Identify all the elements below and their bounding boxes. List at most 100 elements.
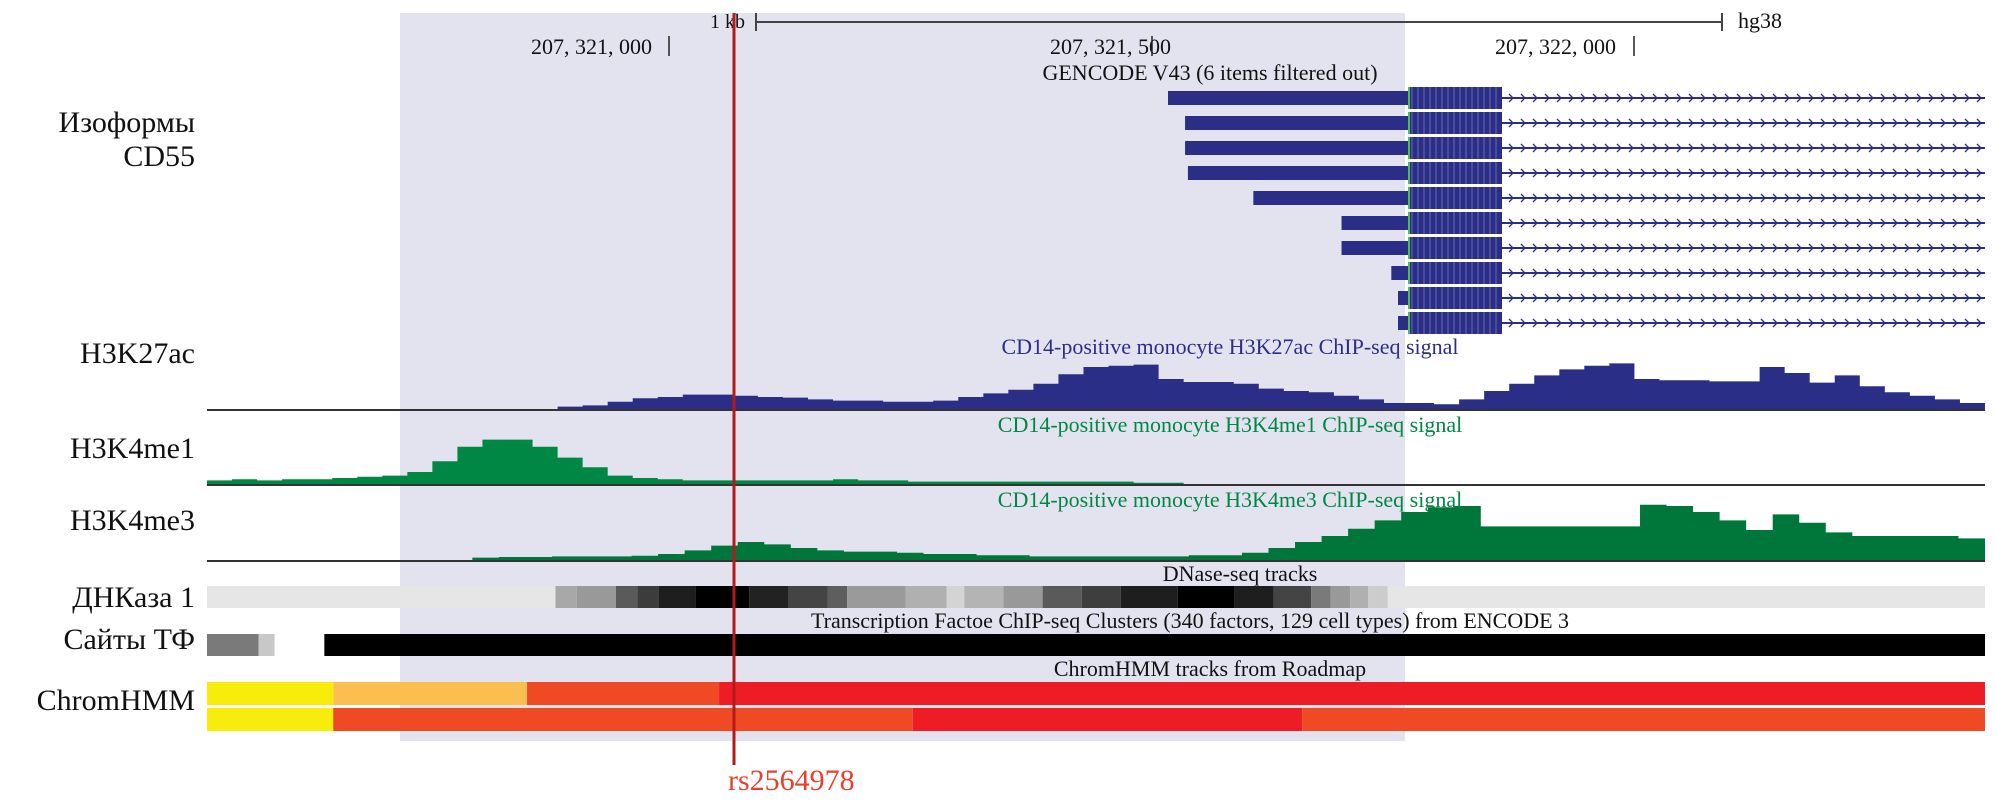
strand-arrow-icon <box>1676 193 1682 203</box>
strand-arrow-icon <box>1880 268 1886 278</box>
strand-arrow-icon <box>1676 293 1682 303</box>
strand-arrow-icon <box>1688 118 1694 128</box>
chromhmm-track-title[interactable]: ChromHMM tracks from Roadmap <box>1053 656 1367 681</box>
strand-arrow-icon <box>1868 93 1874 103</box>
strand-arrow-icon <box>1664 93 1670 103</box>
coding-exon-block <box>1408 137 1502 159</box>
coding-exon-block <box>1408 87 1502 109</box>
strand-arrow-icon <box>1520 243 1526 253</box>
strand-arrow-icon <box>1868 293 1874 303</box>
label-h3k4me3: H3K4me3 <box>70 504 195 537</box>
h3k27ac-track-title[interactable]: CD14-positive monocyte H3K27ac ChIP-seq … <box>1001 334 1459 359</box>
label-cd55: CD55 <box>123 140 195 173</box>
chromhmm-state <box>333 708 913 731</box>
strand-arrow-icon <box>1640 193 1646 203</box>
strand-arrow-icon <box>1556 168 1562 178</box>
strand-arrow-icon <box>1628 243 1634 253</box>
strand-arrow-icon <box>1844 243 1850 253</box>
strand-arrow-icon <box>1796 318 1802 328</box>
strand-arrow-icon <box>1808 268 1814 278</box>
h3k4me3-signal[interactable] <box>207 504 1985 562</box>
dnase-track[interactable] <box>207 586 1985 608</box>
strand-arrow-icon <box>1532 293 1538 303</box>
strand-arrow-icon <box>1928 193 1934 203</box>
label-dnase: ДНКаза 1 <box>72 581 195 614</box>
strand-arrow-icon <box>1724 243 1730 253</box>
strand-arrow-icon <box>1568 118 1574 128</box>
strand-arrow-icon <box>1784 93 1790 103</box>
strand-arrow-icon <box>1664 243 1670 253</box>
strand-arrow-icon <box>1808 293 1814 303</box>
strand-arrow-icon <box>1592 143 1598 153</box>
strand-arrow-icon <box>1652 268 1658 278</box>
tf-cluster-segment <box>324 634 1985 656</box>
strand-arrow-icon <box>1712 318 1718 328</box>
strand-arrow-icon <box>1928 218 1934 228</box>
strand-arrow-icon <box>1532 168 1538 178</box>
tf-clusters-track[interactable] <box>207 634 1985 656</box>
strand-arrow-icon <box>1508 318 1514 328</box>
h3k4me1-signal[interactable] <box>207 439 1985 486</box>
strand-arrow-icon <box>1916 293 1922 303</box>
dnase-segment <box>1273 586 1312 608</box>
strand-arrow-icon <box>1964 193 1970 203</box>
strand-arrow-icon <box>1868 193 1874 203</box>
strand-arrow-icon <box>1940 143 1946 153</box>
strand-arrow-icon <box>1664 193 1670 203</box>
h3k27ac-signal[interactable] <box>207 363 1985 411</box>
strand-arrow-icon <box>1772 318 1778 328</box>
strand-arrow-icon <box>1532 318 1538 328</box>
snp-label[interactable]: rs2564978 <box>728 764 855 797</box>
strand-arrow-icon <box>1628 118 1634 128</box>
h3k4me1-track-title[interactable]: CD14-positive monocyte H3K4me1 ChIP-seq … <box>997 412 1463 437</box>
strand-arrow-icon <box>1700 268 1706 278</box>
utr-block <box>1168 91 1408 105</box>
strand-arrow-icon <box>1904 93 1910 103</box>
strand-arrow-icon <box>1748 318 1754 328</box>
coding-exon-block <box>1408 262 1502 284</box>
strand-arrow-icon <box>1700 118 1706 128</box>
strand-arrow-icon <box>1832 218 1838 228</box>
strand-arrow-icon <box>1652 318 1658 328</box>
strand-arrow-icon <box>1556 143 1562 153</box>
strand-arrow-icon <box>1844 193 1850 203</box>
strand-arrow-icon <box>1760 243 1766 253</box>
strand-arrow-icon <box>1892 193 1898 203</box>
gencode-track-title[interactable]: GENCODE V43 (6 items filtered out) <box>1042 60 1378 85</box>
strand-arrow-icon <box>1856 193 1862 203</box>
strand-arrow-icon <box>1688 293 1694 303</box>
strand-arrow-icon <box>1736 243 1742 253</box>
strand-arrow-icon <box>1892 168 1898 178</box>
strand-arrow-icon <box>1508 143 1514 153</box>
gencode-isoforms[interactable] <box>1168 87 1985 334</box>
strand-arrow-icon <box>1940 243 1946 253</box>
h3k4me3-track-title[interactable]: CD14-positive monocyte H3K4me3 ChIP-seq … <box>997 487 1463 512</box>
strand-arrow-icon <box>1688 218 1694 228</box>
dnase-segment <box>576 586 616 608</box>
strand-arrow-icon <box>1916 318 1922 328</box>
tf-track-title[interactable]: Transcription Factoe ChIP-seq Clusters (… <box>810 608 1570 633</box>
chromhmm-track[interactable] <box>207 682 1986 731</box>
strand-arrow-icon <box>1688 143 1694 153</box>
strand-arrow-icon <box>1928 268 1934 278</box>
dnase-track-title[interactable]: DNase-seq tracks <box>1162 561 1318 586</box>
strand-arrow-icon <box>1844 118 1850 128</box>
strand-arrow-icon <box>1520 318 1526 328</box>
strand-arrow-icon <box>1652 218 1658 228</box>
strand-arrow-icon <box>1520 93 1526 103</box>
strand-arrow-icon <box>1616 93 1622 103</box>
scale-bar <box>755 13 1723 31</box>
isoform-row <box>1185 112 1985 134</box>
strand-arrow-icon <box>1976 93 1982 103</box>
strand-arrow-icon <box>1844 143 1850 153</box>
strand-arrow-icon <box>1748 168 1754 178</box>
strand-arrow-icon <box>1508 218 1514 228</box>
strand-arrow-icon <box>1844 218 1850 228</box>
strand-arrow-icon <box>1808 243 1814 253</box>
strand-arrow-icon <box>1532 243 1538 253</box>
strand-arrow-icon <box>1964 293 1970 303</box>
strand-arrow-icon <box>1652 193 1658 203</box>
strand-arrow-icon <box>1964 218 1970 228</box>
strand-arrow-icon <box>1580 218 1586 228</box>
strand-arrow-icon <box>1952 118 1958 128</box>
